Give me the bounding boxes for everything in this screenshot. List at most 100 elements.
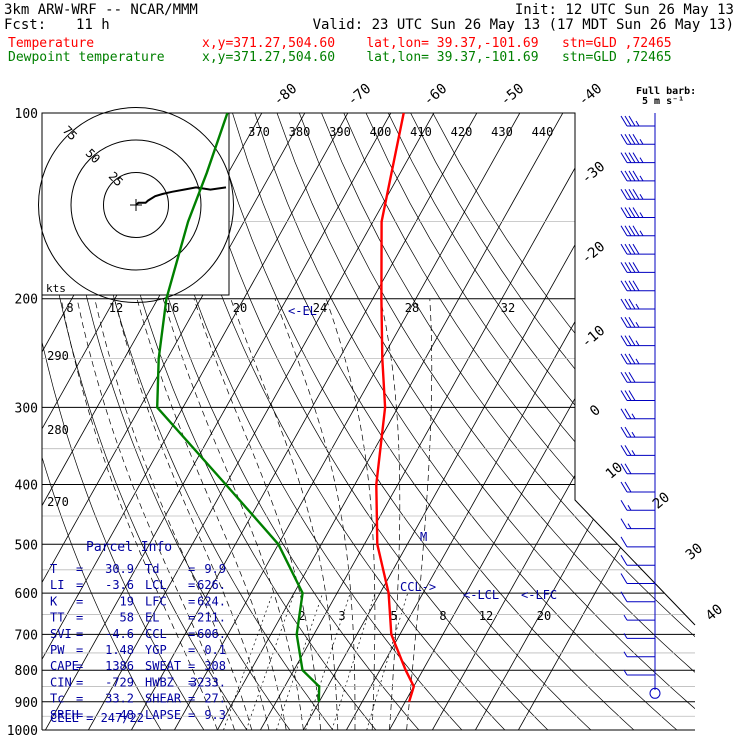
wind-barb bbox=[620, 500, 655, 511]
wind-barb-half bbox=[639, 193, 644, 200]
upper-mixing-label: 32 bbox=[501, 301, 515, 315]
mixing-ratio-line bbox=[245, 592, 295, 730]
wind-barb-full bbox=[620, 134, 628, 145]
wind-barb-full bbox=[632, 262, 640, 273]
isotherm-line bbox=[88, 113, 435, 730]
wind-barb-full bbox=[620, 262, 628, 273]
wind-barb-half bbox=[623, 633, 628, 639]
upper-mixing-label: 12 bbox=[109, 301, 123, 315]
wind-barb-half bbox=[639, 157, 644, 163]
wind-barb-full bbox=[620, 298, 628, 310]
wind-barb bbox=[620, 353, 655, 365]
isotherm-label: 20 bbox=[650, 489, 673, 512]
parcel-label: LI bbox=[50, 578, 64, 592]
hodograph-ring bbox=[70, 139, 202, 271]
parcel-value: 308 bbox=[204, 659, 226, 673]
parcel-eq: = bbox=[188, 562, 195, 576]
parcel-row: CAPE 1386 SWEAT 308 = = bbox=[50, 659, 226, 673]
parcel-label: SVI bbox=[50, 627, 72, 641]
wind-barb-calm bbox=[649, 687, 661, 699]
wind-barb-full bbox=[628, 298, 636, 310]
hodograph-ring bbox=[103, 172, 169, 238]
dry-adiabat bbox=[365, 113, 695, 730]
parcel-value: 27. bbox=[204, 692, 226, 706]
temperature-location: x,y=371.27,504.60 lat,lon= 39.37,-101.69… bbox=[202, 36, 672, 51]
wind-barb-full bbox=[620, 426, 628, 438]
parcel-label: SREH bbox=[50, 708, 79, 722]
parcel-value: 58 bbox=[120, 611, 134, 625]
wind-barb bbox=[620, 134, 655, 145]
isotherm-label: -50 bbox=[498, 81, 528, 110]
parcel-row: SVI -4.6 CCL 606.= = bbox=[50, 627, 226, 641]
parcel-label: LAPSE bbox=[145, 708, 181, 722]
wind-barb-half bbox=[631, 450, 636, 456]
isotherm-label: 40 bbox=[703, 601, 726, 624]
wind-barb-full bbox=[620, 335, 628, 346]
parcel-value: 30.9 bbox=[105, 562, 134, 576]
isotherm-line bbox=[45, 113, 392, 730]
pressure-label: 600 bbox=[15, 587, 38, 602]
lfc-marker: <-LFC bbox=[521, 588, 557, 602]
lower-mixing-label: 3 bbox=[338, 609, 345, 623]
parcel-value: 1386 bbox=[105, 659, 134, 673]
parcel-value: 9.3 bbox=[204, 708, 226, 722]
parcel-eq: = bbox=[188, 643, 195, 657]
wind-barb-full bbox=[620, 554, 628, 566]
pressure-label: 400 bbox=[15, 478, 38, 493]
wind-barb bbox=[620, 371, 655, 383]
isotherm-line bbox=[303, 113, 650, 730]
theta-label: 430 bbox=[491, 125, 513, 139]
isotherm-line bbox=[432, 113, 695, 730]
isotherm-line bbox=[174, 113, 521, 730]
wind-barb-full bbox=[628, 390, 636, 401]
init-time: Init: 12 UTC Sun 26 May 13 bbox=[514, 2, 734, 18]
barb-legend-units: 5 m s⁻¹ bbox=[642, 96, 684, 107]
wind-barb-full bbox=[624, 298, 632, 310]
parcel-label: Td bbox=[145, 562, 159, 576]
parcel-row: Tc 33.2 SHEAR 27. = = bbox=[50, 692, 226, 706]
dry-adiabat bbox=[432, 113, 695, 730]
barb-legend-title: Full barb: bbox=[636, 86, 696, 97]
dry-adiabat bbox=[187, 113, 549, 730]
wind-barb bbox=[623, 633, 655, 639]
parcel-label: PW bbox=[50, 643, 65, 657]
parcel-value: 626. bbox=[197, 578, 226, 592]
parcel-label: LFC bbox=[145, 594, 167, 608]
temperature-legend: Temperature bbox=[8, 36, 95, 51]
wind-barb-full bbox=[620, 481, 628, 493]
wind-barb bbox=[620, 463, 655, 475]
dry-adiabat bbox=[298, 113, 695, 730]
parcel-eq: = bbox=[76, 562, 83, 576]
wind-barb-full bbox=[632, 243, 640, 255]
parcel-value: 606. bbox=[197, 627, 226, 641]
moist-adiabat bbox=[76, 298, 235, 730]
isotherm-line bbox=[518, 113, 695, 730]
wind-barb-full bbox=[620, 152, 628, 163]
isotherm-label: -20 bbox=[579, 239, 609, 268]
moist-adiabat bbox=[193, 298, 321, 730]
wind-barb-full bbox=[620, 115, 628, 127]
dry-adiabat bbox=[276, 113, 695, 730]
wind-barb-full bbox=[628, 353, 636, 365]
wind-barb-full bbox=[624, 280, 632, 291]
parcel-eq: = bbox=[188, 675, 195, 689]
wind-barb-full bbox=[620, 280, 628, 291]
parcel-row: K 19 LFC 624.= = bbox=[50, 594, 226, 608]
isotherm-line bbox=[131, 113, 478, 730]
wind-barb-full bbox=[624, 134, 632, 145]
dry-adiabat bbox=[254, 113, 678, 730]
parcel-info-title: Parcel Info bbox=[86, 540, 172, 555]
thetae-label: 290 bbox=[47, 349, 69, 363]
wind-barb-half bbox=[627, 523, 632, 529]
parcel-row: SREH 48 LAPSE 9.3 = = bbox=[50, 708, 226, 722]
theta-label: 390 bbox=[329, 125, 351, 139]
lower-mixing-label: 20 bbox=[537, 609, 551, 623]
parcel-value: 19 bbox=[120, 594, 134, 608]
isotherm-line bbox=[42, 113, 349, 730]
wind-barb-half bbox=[635, 322, 640, 328]
wind-barb bbox=[620, 408, 655, 420]
parcel-eq: = bbox=[76, 611, 83, 625]
wind-barb-full bbox=[620, 445, 628, 456]
wind-barb bbox=[620, 280, 655, 292]
moist-adiabat bbox=[325, 298, 376, 730]
